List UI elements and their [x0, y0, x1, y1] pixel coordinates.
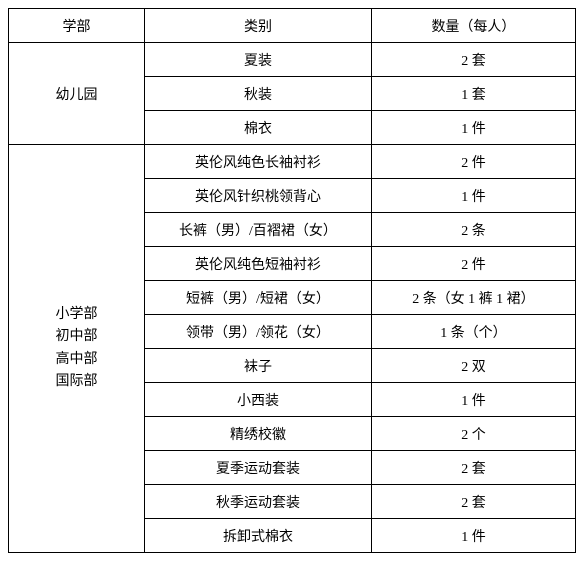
qty-cell: 2 双: [371, 349, 575, 383]
qty-cell: 2 条（女 1 裤 1 裙）: [371, 281, 575, 315]
header-dept: 学部: [9, 9, 145, 43]
dept-line: 高中部: [13, 349, 140, 371]
dept-line: 小学部: [13, 304, 140, 326]
type-cell: 袜子: [145, 349, 372, 383]
qty-cell: 2 套: [371, 451, 575, 485]
type-cell: 英伦风纯色短袖衬衫: [145, 247, 372, 281]
qty-cell: 1 条（个）: [371, 315, 575, 349]
header-qty: 数量（每人）: [371, 9, 575, 43]
table-body: 学部类别数量（每人）幼儿园夏装2 套秋装1 套棉衣1 件小学部初中部高中部国际部…: [9, 9, 576, 553]
dept-line: 国际部: [13, 371, 140, 393]
type-cell: 短裤（男）/短裙（女）: [145, 281, 372, 315]
dept-cell: 小学部初中部高中部国际部: [9, 145, 145, 553]
qty-cell: 2 套: [371, 485, 575, 519]
dept-line: 初中部: [13, 326, 140, 348]
table-header-row: 学部类别数量（每人）: [9, 9, 576, 43]
type-cell: 秋装: [145, 77, 372, 111]
qty-cell: 2 件: [371, 145, 575, 179]
qty-cell: 2 套: [371, 43, 575, 77]
type-cell: 精绣校徽: [145, 417, 372, 451]
type-cell: 领带（男）/领花（女）: [145, 315, 372, 349]
qty-cell: 1 件: [371, 519, 575, 553]
table-row: 小学部初中部高中部国际部英伦风纯色长袖衬衫2 件: [9, 145, 576, 179]
type-cell: 秋季运动套装: [145, 485, 372, 519]
qty-cell: 2 件: [371, 247, 575, 281]
table-row: 幼儿园夏装2 套: [9, 43, 576, 77]
type-cell: 拆卸式棉衣: [145, 519, 372, 553]
type-cell: 棉衣: [145, 111, 372, 145]
qty-cell: 2 个: [371, 417, 575, 451]
type-cell: 夏装: [145, 43, 372, 77]
type-cell: 英伦风纯色长袖衬衫: [145, 145, 372, 179]
type-cell: 小西装: [145, 383, 372, 417]
qty-cell: 1 套: [371, 77, 575, 111]
dept-cell: 幼儿园: [9, 43, 145, 145]
type-cell: 英伦风针织桃领背心: [145, 179, 372, 213]
qty-cell: 2 条: [371, 213, 575, 247]
type-cell: 长裤（男）/百褶裙（女）: [145, 213, 372, 247]
qty-cell: 1 件: [371, 179, 575, 213]
header-type: 类别: [145, 9, 372, 43]
qty-cell: 1 件: [371, 383, 575, 417]
type-cell: 夏季运动套装: [145, 451, 372, 485]
uniform-table: 学部类别数量（每人）幼儿园夏装2 套秋装1 套棉衣1 件小学部初中部高中部国际部…: [8, 8, 576, 553]
qty-cell: 1 件: [371, 111, 575, 145]
